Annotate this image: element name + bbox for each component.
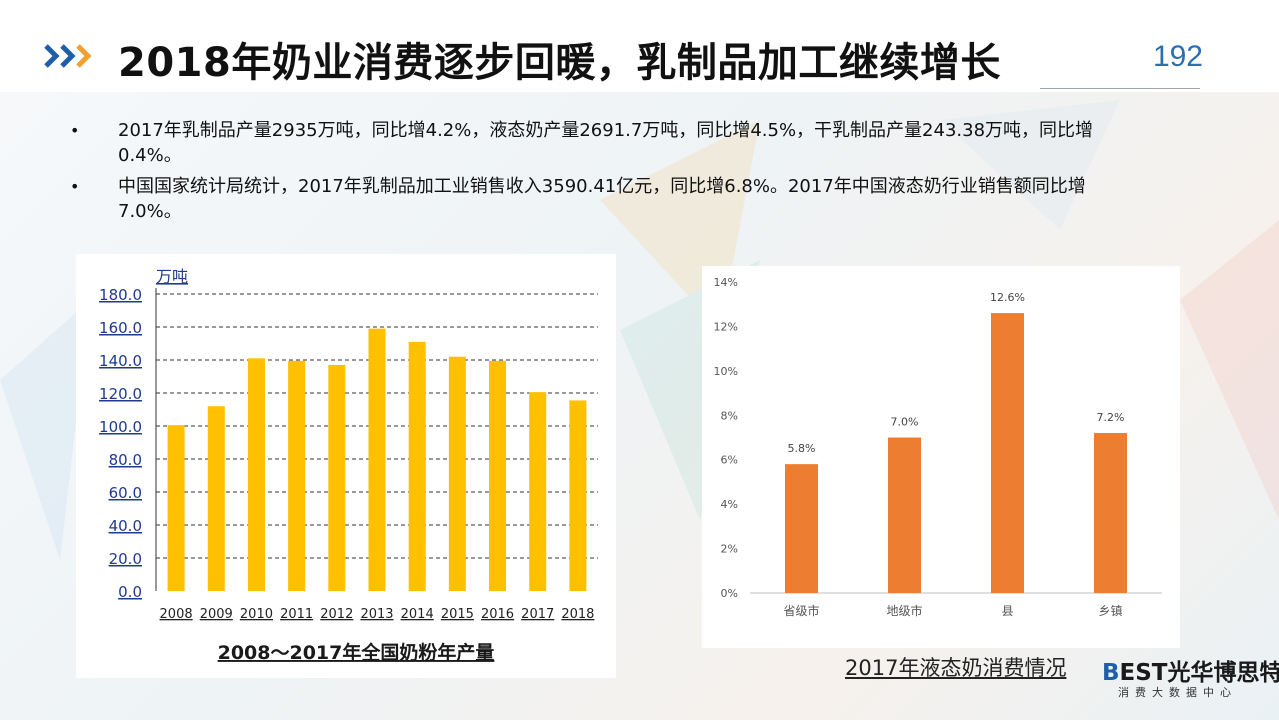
- bar: [328, 364, 346, 591]
- y-tick-label: 120.0: [99, 385, 142, 403]
- bullet-list: • 2017年乳制品产量2935万吨，同比增4.2%，液态奶产量2691.7万吨…: [64, 118, 1104, 230]
- y-tick-label: 2%: [721, 543, 738, 556]
- page-number: 192: [1152, 40, 1203, 73]
- bar: [247, 358, 265, 591]
- y-tick-label: 0%: [721, 587, 738, 600]
- y-tick-label: 180.0: [99, 286, 142, 304]
- data-label: 7.0%: [891, 416, 919, 429]
- liquid-milk-bar-chart: 0% 2% 4% 6% 8% 10% 12% 14% 5.8% 省级市 7.0% 地级市 12.6% 县 7…: [714, 276, 1162, 618]
- bar: [888, 437, 921, 593]
- page-title: 2018年奶业消费逐步回暖，乳制品加工继续增长: [118, 40, 1001, 86]
- x-tick-label: 2018: [561, 607, 594, 622]
- company-logo: BEST光华博思特 消费大数据中心: [1102, 653, 1279, 703]
- bar: [1094, 433, 1127, 593]
- bullet-item: • 2017年乳制品产量2935万吨，同比增4.2%，液态奶产量2691.7万吨…: [64, 118, 1104, 168]
- bar: [408, 341, 426, 591]
- x-tick-label: 2017: [521, 607, 554, 622]
- milk-powder-chart-panel: 0.0 20.0 40.0 60.0 80.0 100.0 120.0 140.0 160.0 1…: [76, 254, 616, 678]
- x-tick-label: 2009: [200, 607, 233, 622]
- y-tick-label: 160.0: [99, 319, 142, 337]
- bullet-item: • 中国国家统计局统计，2017年乳制品加工业销售收入3590.41亿元，同比增…: [64, 174, 1104, 224]
- bullet-dot: •: [70, 177, 80, 196]
- bullet-text: 2017年乳制品产量2935万吨，同比增4.2%，液态奶产量2691.7万吨，同…: [118, 120, 1094, 166]
- bar: [991, 313, 1024, 593]
- bar: [288, 360, 306, 591]
- y-tick-label: 100.0: [99, 418, 142, 436]
- x-tick-label: 2015: [441, 607, 474, 622]
- header-divider: [1040, 88, 1200, 89]
- y-tick-label: 40.0: [109, 517, 142, 535]
- y-tick-label: 4%: [721, 498, 738, 511]
- liquid-milk-chart-caption: 2017年液态奶消费情况: [845, 656, 1067, 680]
- x-tick-label: 乡镇: [1098, 604, 1122, 618]
- logo-brand: EST光华博思特: [1119, 660, 1279, 686]
- bar: [207, 406, 225, 591]
- bar: [368, 328, 386, 591]
- x-tick-label: 县: [1001, 604, 1013, 618]
- y-tick-label: 80.0: [109, 451, 142, 469]
- x-tick-label: 2014: [401, 607, 434, 622]
- x-tick-label: 2008: [160, 607, 193, 622]
- y-tick-label: 140.0: [99, 352, 142, 370]
- x-tick-label: 省级市: [783, 603, 819, 618]
- x-tick-label: 2011: [280, 607, 313, 622]
- x-tick-label: 2013: [360, 607, 393, 622]
- y-tick-label: 12%: [714, 320, 738, 333]
- chart-title: 2008～2017年全国奶粉年产量: [218, 641, 495, 664]
- bullet-text: 中国国家统计局统计，2017年乳制品加工业销售收入3590.41亿元，同比增6.…: [118, 176, 1086, 222]
- y-tick-label: 6%: [721, 454, 738, 467]
- data-label: 12.6%: [990, 291, 1025, 304]
- x-tick-label: 地级市: [886, 603, 922, 618]
- bar: [448, 356, 466, 591]
- bar: [785, 464, 818, 593]
- bar: [529, 392, 547, 591]
- x-tick-label: 2012: [320, 607, 353, 622]
- y-tick-label: 0.0: [118, 583, 142, 601]
- milk-powder-bar-chart: 0.0 20.0 40.0 60.0 80.0 100.0 120.0 140.0 160.0 1…: [99, 267, 598, 664]
- y-tick-label: 14%: [714, 276, 738, 289]
- y-tick-label: 20.0: [109, 550, 142, 568]
- data-label: 5.8%: [788, 442, 816, 455]
- liquid-milk-chart-panel: 0% 2% 4% 6% 8% 10% 12% 14% 5.8% 省级市 7.0% 地级市 12.6% 县 7…: [702, 266, 1180, 648]
- bar: [569, 400, 587, 591]
- header-band: [0, 0, 1279, 92]
- x-tick-label: 2010: [240, 607, 273, 622]
- y-tick-label: 10%: [714, 365, 738, 378]
- x-tick-label: 2016: [481, 607, 514, 622]
- y-axis-unit-label: 万吨: [156, 267, 188, 286]
- bar: [167, 425, 185, 591]
- y-tick-label: 8%: [721, 409, 738, 422]
- chevrons-icon: [44, 44, 92, 68]
- bar: [489, 360, 507, 591]
- logo-wordmark: BEST光华博思特: [1102, 653, 1279, 687]
- bullet-dot: •: [70, 121, 80, 140]
- logo-subtitle: 消费大数据中心: [1118, 686, 1237, 699]
- logo-b-mark: B: [1102, 660, 1120, 686]
- y-tick-label: 60.0: [109, 484, 142, 502]
- data-label: 7.2%: [1097, 411, 1125, 424]
